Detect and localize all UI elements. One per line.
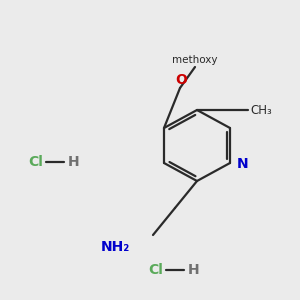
Text: methoxy: methoxy xyxy=(172,55,218,65)
Text: NH₂: NH₂ xyxy=(101,240,130,254)
Text: Cl: Cl xyxy=(28,155,43,169)
Text: O: O xyxy=(175,73,187,87)
Text: Cl: Cl xyxy=(148,263,163,277)
Text: N: N xyxy=(237,157,249,171)
Text: H: H xyxy=(68,155,80,169)
Text: H: H xyxy=(188,263,200,277)
Text: CH₃: CH₃ xyxy=(250,103,272,116)
